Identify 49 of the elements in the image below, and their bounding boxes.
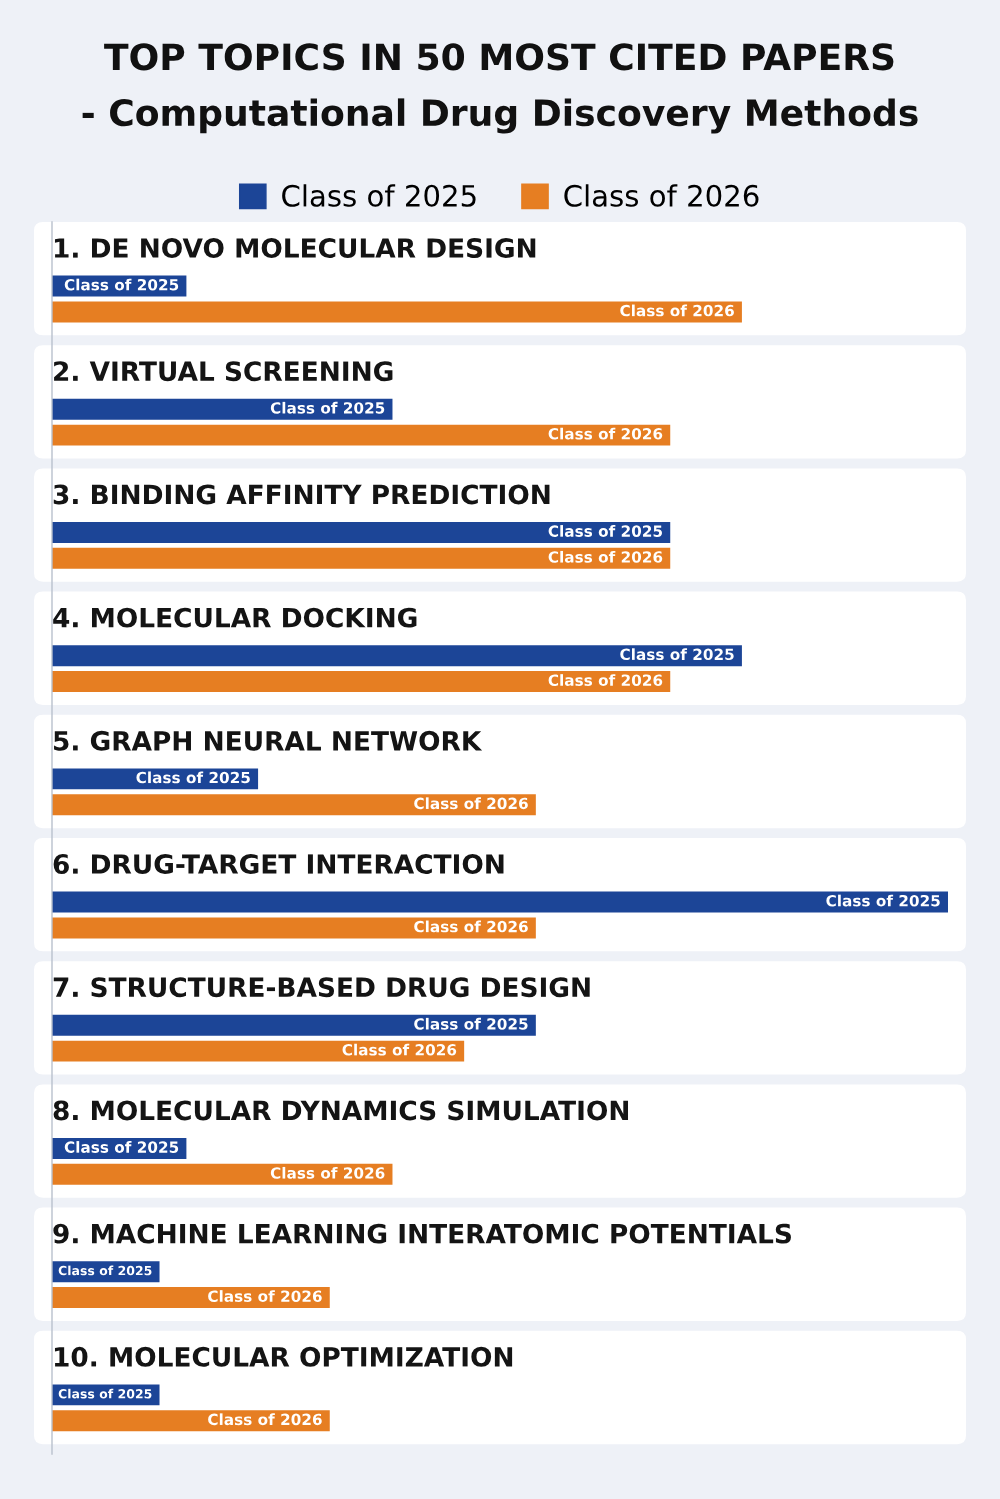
text: Class of 2026	[548, 674, 663, 686]
text: Class of 2025	[58, 1388, 152, 1399]
chart-subtitle: - Computational Drug Discovery Methods	[82, 98, 918, 134]
bar	[52, 547, 671, 569]
text: Class of 2026	[208, 1413, 322, 1426]
bar	[52, 398, 393, 420]
text: Class of 2025	[620, 648, 734, 661]
text: Class of 2026	[342, 1043, 457, 1056]
text: Class of 2026	[208, 1290, 322, 1302]
bar	[52, 1014, 536, 1036]
bar	[52, 301, 742, 323]
y-tick-label: 1. DE NOVO MOLECULAR DESIGN	[54, 238, 536, 258]
bar	[52, 1410, 330, 1432]
bar	[52, 1040, 465, 1062]
bar	[52, 1163, 393, 1185]
bar	[52, 671, 671, 693]
y-tick-label: 3. BINDING AFFINITY PREDICTION	[53, 484, 550, 505]
text: Class of 2025	[64, 1141, 179, 1153]
y-tick-label: 2. VIRTUAL SCREENING	[54, 361, 393, 382]
text: Class of 2025	[58, 1265, 152, 1276]
bar	[52, 917, 536, 939]
y-tick-label: 5. GRAPH NEURAL NETWORK	[54, 730, 483, 751]
text: Class of 2025	[826, 894, 940, 907]
text: Class of 2026	[548, 550, 663, 563]
chart-title: TOP TOPICS IN 50 MOST CITED PAPERS	[104, 43, 894, 71]
text: Class of 2026	[270, 1166, 385, 1179]
text: Class of 2025	[548, 525, 663, 537]
y-tick-label: 7. STRUCTURE-BASED DRUG DESIGN	[53, 977, 590, 998]
text: Class of 2025	[136, 771, 250, 784]
text: Class of 2026	[548, 427, 663, 440]
bar	[52, 1287, 330, 1309]
y-tick-label: 6. DRUG-TARGET INTERACTION	[53, 854, 504, 874]
bar	[52, 645, 742, 667]
y-tick-label: 4. MOLECULAR DOCKING	[53, 607, 417, 628]
bar	[52, 521, 671, 543]
text: Class of 2025	[414, 1017, 528, 1030]
bar	[52, 424, 671, 446]
legend-label: Class of 2026	[564, 184, 759, 207]
y-tick-label: 10. MOLECULAR OPTIMIZATION	[54, 1346, 513, 1367]
legend-label: Class of 2025	[282, 184, 476, 207]
text: Class of 2025	[270, 401, 385, 414]
y-tick-label: 9. MACHINE LEARNING INTERATOMIC POTENTIALS	[53, 1223, 791, 1244]
y-tick-label: 8. MOLECULAR DYNAMICS SIMULATION	[53, 1100, 629, 1121]
text: Class of 2026	[414, 797, 528, 810]
text: Class of 2025	[64, 278, 179, 291]
text: Class of 2026	[414, 920, 528, 933]
bar	[52, 891, 948, 913]
bar	[52, 794, 536, 816]
text: Class of 2026	[620, 304, 734, 317]
